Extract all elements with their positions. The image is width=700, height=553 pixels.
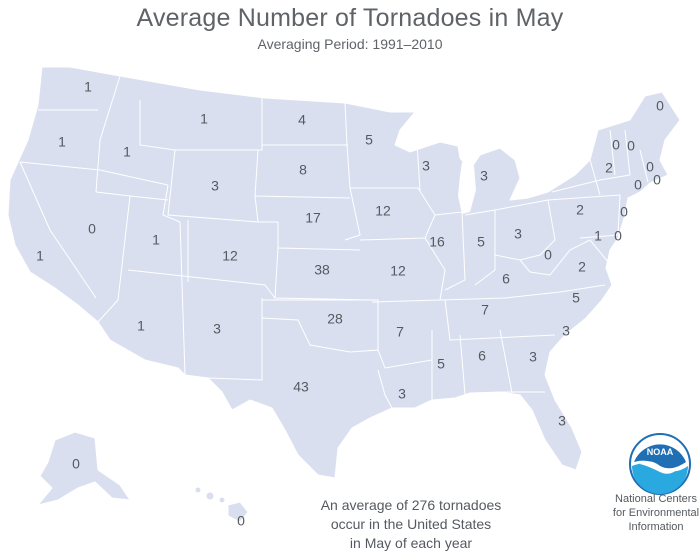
state-value-ar: 7 [396, 324, 404, 340]
state-value-id: 1 [123, 144, 131, 160]
state-value-ny: 2 [605, 160, 613, 176]
footnote: An average of 276 tornadoes occur in the… [316, 496, 506, 553]
state-value-nv: 0 [88, 221, 96, 237]
state-value-ma: 0 [646, 159, 654, 175]
alaska-landmass [36, 431, 132, 506]
state-value-or: 1 [58, 134, 66, 150]
state-value-me: 0 [656, 98, 664, 114]
state-value-ri: 0 [653, 172, 661, 188]
state-value-vt: 0 [612, 137, 620, 153]
state-value-tx: 43 [293, 379, 309, 395]
state-value-va: 2 [578, 259, 586, 275]
state-value-wv: 0 [544, 247, 552, 263]
lake-michigan [458, 162, 476, 214]
noaa-logo: NOAA [628, 432, 692, 496]
state-value-nh: 0 [627, 138, 635, 154]
org-line-3: Information [628, 521, 684, 533]
state-value-ak: 0 [72, 456, 80, 472]
map-title: Average Number of Tornadoes in May [136, 4, 564, 32]
state-value-nj: 0 [620, 204, 628, 220]
state-value-mi: 3 [480, 168, 488, 184]
state-value-co: 12 [222, 248, 238, 264]
state-value-al: 6 [478, 348, 486, 364]
state-value-wy: 3 [211, 178, 219, 194]
map-subtitle: Averaging Period: 1991–2010 [257, 36, 443, 52]
state-value-nd: 4 [298, 112, 306, 128]
footnote-line-1: An average of 276 tornadoes [320, 497, 502, 513]
org-line-1: National Centers [615, 493, 697, 505]
state-value-fl: 3 [558, 413, 566, 429]
state-value-nm: 3 [213, 321, 221, 337]
state-value-ia: 12 [375, 203, 391, 219]
footnote-line-3: in May of each year [349, 535, 473, 551]
footnote-line-2: occur in the United States [330, 516, 492, 532]
state-value-nc: 5 [572, 290, 580, 306]
state-value-ms: 5 [437, 356, 445, 372]
state-value-mo: 12 [390, 263, 406, 279]
state-value-sc: 3 [562, 323, 570, 339]
state-value-ne: 17 [305, 210, 321, 226]
state-value-az: 1 [137, 318, 145, 334]
state-value-wi: 3 [422, 158, 430, 174]
state-value-ky: 6 [502, 271, 510, 287]
state-value-wa: 1 [84, 79, 92, 95]
state-value-de: 0 [614, 228, 622, 244]
state-value-ca: 1 [36, 248, 44, 264]
state-value-ct: 0 [634, 177, 642, 193]
state-value-oh: 3 [514, 226, 522, 242]
state-value-in: 5 [477, 234, 485, 250]
state-value-mt: 1 [200, 111, 208, 127]
state-borders [19, 75, 649, 409]
org-line-2: for Environmental [612, 507, 700, 519]
state-value-hi: 0 [237, 513, 245, 529]
state-value-pa: 2 [576, 202, 584, 218]
state-value-ga: 3 [529, 349, 537, 365]
state-value-md: 1 [594, 228, 602, 244]
noaa-logo-text: NOAA [647, 447, 674, 457]
state-value-sd: 8 [299, 162, 307, 178]
state-value-ut: 1 [152, 232, 160, 248]
state-value-ks: 38 [314, 262, 330, 278]
organization-name: National Centers for Environmental Infor… [612, 492, 700, 534]
state-value-la: 3 [398, 386, 406, 402]
state-value-mn: 5 [365, 132, 373, 148]
state-value-ok: 28 [327, 311, 343, 327]
state-value-il: 16 [429, 234, 445, 250]
hawaii-landmass [194, 486, 249, 523]
state-value-tn: 7 [481, 302, 489, 318]
